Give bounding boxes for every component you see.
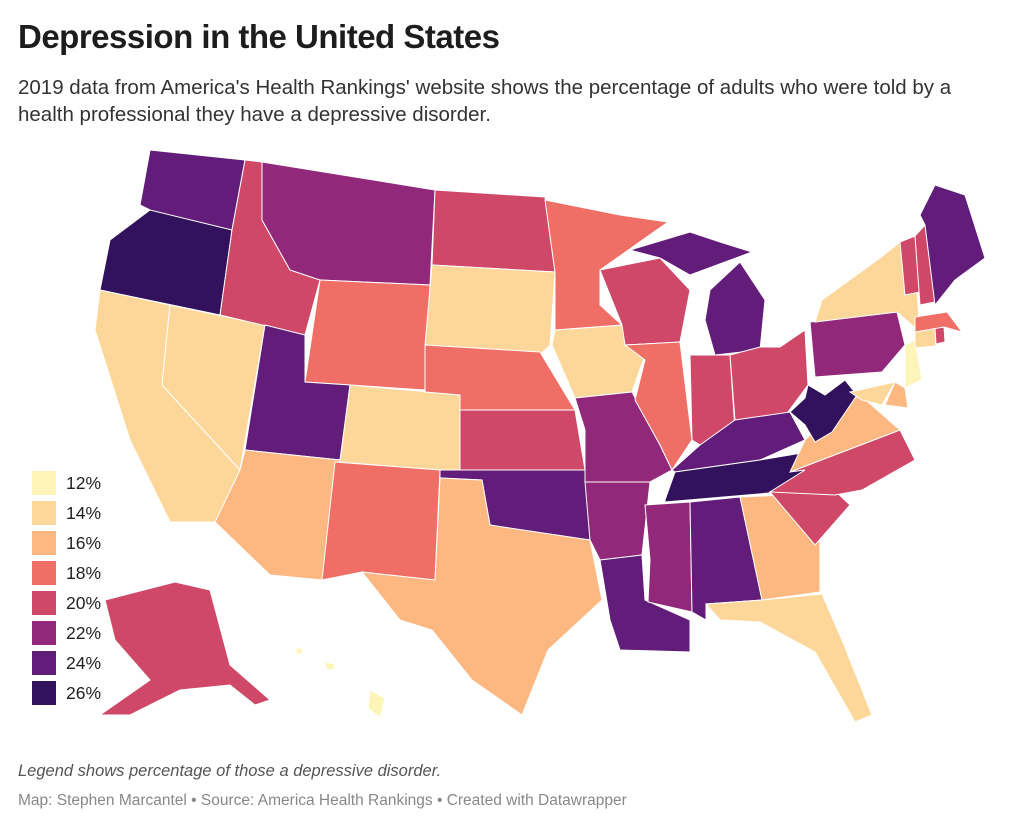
state-ks[interactable] — [459, 409, 586, 471]
state-ny[interactable] — [814, 241, 921, 334]
legend-item: 20% — [32, 588, 101, 618]
legend-label: 26% — [66, 682, 102, 703]
state-mt[interactable] — [261, 161, 436, 286]
state-de[interactable] — [884, 381, 909, 409]
legend-swatch — [32, 471, 56, 495]
legend-swatch — [32, 651, 56, 675]
state-hi[interactable] — [324, 661, 336, 671]
state-mi[interactable] — [628, 231, 754, 276]
legend-label: 24% — [66, 652, 102, 673]
legend-item: 26% — [32, 678, 101, 708]
legend-label: 14% — [66, 502, 102, 523]
state-hi[interactable] — [295, 647, 303, 655]
chart-subtitle: 2019 data from America's Health Rankings… — [18, 76, 952, 126]
state-co[interactable] — [339, 384, 466, 473]
chart-title: Depression in the United States — [18, 18, 500, 55]
state-sd[interactable] — [424, 264, 556, 356]
state-mi[interactable] — [704, 261, 766, 356]
legend-swatch — [32, 681, 56, 705]
legend-label: 16% — [66, 532, 102, 553]
legend-swatch — [32, 561, 56, 585]
state-az[interactable] — [214, 449, 341, 581]
legend-swatch — [32, 621, 56, 645]
state-hi[interactable] — [367, 689, 386, 719]
state-md[interactable] — [848, 381, 896, 406]
notes: Legend shows percentage of those a depre… — [18, 762, 442, 780]
legend-item: 24% — [32, 648, 101, 678]
state-wy[interactable] — [304, 279, 431, 391]
legend-item: 14% — [32, 498, 101, 528]
state-nc[interactable] — [768, 429, 916, 496]
legend-item: 16% — [32, 528, 101, 558]
legend-item: 22% — [32, 618, 101, 648]
state-ms[interactable] — [644, 501, 693, 613]
legend-label: 18% — [66, 562, 102, 583]
us-choropleth-map — [94, 149, 986, 723]
state-ar[interactable] — [584, 481, 651, 561]
state-pa[interactable] — [809, 311, 906, 378]
legend-label: 12% — [66, 472, 102, 493]
state-ak[interactable] — [98, 581, 271, 716]
state-mn[interactable] — [544, 199, 670, 331]
footer-credits: Map: Stephen Marcantel • Source: America… — [18, 792, 627, 809]
legend-label: 20% — [66, 592, 102, 613]
state-la[interactable] — [599, 554, 691, 653]
state-nj[interactable] — [904, 339, 923, 389]
state-me[interactable] — [919, 184, 986, 307]
legend-swatch — [32, 501, 56, 525]
state-nd[interactable] — [431, 189, 556, 273]
state-ma[interactable] — [914, 311, 964, 333]
state-tx[interactable] — [360, 477, 603, 716]
state-il[interactable] — [623, 341, 693, 472]
state-wv[interactable] — [789, 379, 858, 443]
state-fl[interactable] — [704, 593, 873, 723]
legend-item: 12% — [32, 468, 101, 498]
legend: 12% 14% 16% 18% 20% 22% 24% 26% — [32, 468, 101, 708]
state-ri[interactable] — [934, 326, 946, 345]
state-nm[interactable] — [321, 461, 441, 581]
legend-label: 22% — [66, 622, 102, 643]
legend-item: 18% — [32, 558, 101, 588]
legend-swatch — [32, 531, 56, 555]
legend-swatch — [32, 591, 56, 615]
